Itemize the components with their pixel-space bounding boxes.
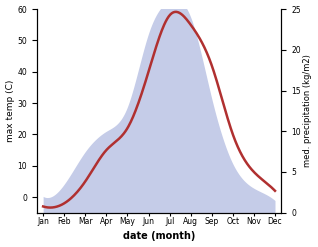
Y-axis label: med. precipitation (kg/m2): med. precipitation (kg/m2) xyxy=(303,54,313,167)
Y-axis label: max temp (C): max temp (C) xyxy=(5,80,15,142)
X-axis label: date (month): date (month) xyxy=(123,231,195,242)
